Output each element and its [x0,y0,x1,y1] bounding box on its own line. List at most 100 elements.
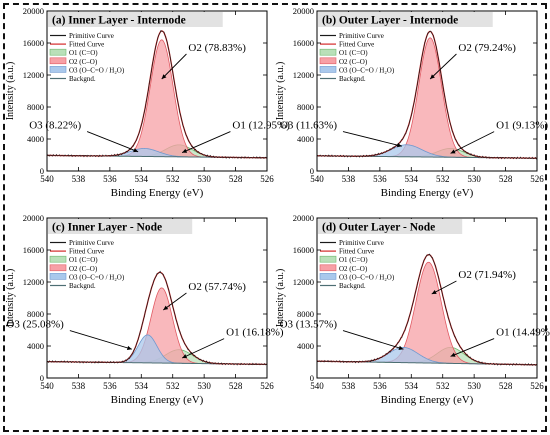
legend-swatch [49,66,67,73]
peak-o2-fill [47,39,267,158]
legend-item: Fitted Curve [339,248,374,256]
legend-item: O2 (C–O) [69,58,98,66]
annotation-arrow [431,280,457,295]
annotation-arrow [181,131,231,154]
legend-item: Fitted Curve [69,41,104,49]
legend-item: Fitted Curve [339,41,374,49]
legend-item: O3 (O–C=O / H₂O) [339,66,395,74]
legend-item: O3 (O–C=O / H₂O) [339,273,395,281]
peak-o2-fill [317,37,537,159]
panel-title: (a) Inner Layer - Internode [48,12,223,27]
legend-item: Primitive Curve [69,32,114,40]
panel-c: 540 538 536 534 532 530 528 526 0 4000 8000 12000 16… [5,213,284,406]
peak-annotation: O3 (11.63%) [280,120,337,132]
legend-item: O1 (C=O) [339,256,368,264]
annotation-arrow [450,131,495,154]
y-tick-label: 8000 [297,102,314,112]
panel-title-bg [318,219,463,234]
x-tick-label: 540 [310,381,324,391]
y-tick-label: 20000 [23,213,44,223]
legend-item: Backgnd. [339,75,366,83]
y-axis-label: Intensity (a.u.) [5,62,16,121]
legend-item: Backgnd. [69,282,96,290]
y-tick-label: 16000 [293,245,314,255]
panel-a: 540 538 536 534 532 530 528 526 0 4000 8000 12000 16… [5,6,290,199]
legend-item: Primitive Curve [339,239,384,247]
x-tick-label: 534 [135,381,149,391]
y-tick-label: 8000 [297,309,314,319]
y-tick-label: 0 [310,373,314,383]
legend-item: O3 (O–C=O / H₂O) [69,273,125,281]
panel-title: (c) Inner Layer - Node [48,219,193,234]
annotation-arrow [86,131,139,153]
x-tick-label: 536 [373,174,387,184]
annotation-arrowhead [126,345,132,350]
legend-item: Backgnd. [69,75,96,83]
x-tick-label: 530 [197,174,211,184]
annotation-arrowhead [163,305,169,310]
x-tick-label: 532 [436,381,450,391]
peak-annotation: O2 (79.24%) [458,42,516,54]
y-tick-label: 12000 [293,70,314,80]
legend-item: Primitive Curve [339,32,384,40]
annotation-arrowhead [450,352,456,357]
legend-item: O2 (C–O) [339,58,368,66]
primitive-curve [46,270,268,366]
peak-annotation: O2 (78.83%) [188,42,246,54]
annotation-arrow [342,330,404,350]
annotation-arrow [450,338,495,357]
x-tick-label: 536 [373,381,387,391]
y-tick-label: 4000 [297,134,314,144]
y-tick-label: 0 [310,166,314,176]
legend-swatch [319,57,337,65]
annotation-arrow [181,338,225,359]
x-tick-label: 532 [166,381,180,391]
x-tick-label: 532 [166,174,180,184]
legend-item: Fitted Curve [69,248,104,256]
y-tick-label: 4000 [27,134,44,144]
x-axis-label: Binding Energy (eV) [381,394,474,406]
annotation-arrow [161,53,187,80]
primitive-curve [316,30,538,160]
x-tick-label: 530 [467,381,481,391]
x-tick-label: 538 [72,174,86,184]
peak-o3-fill [47,148,267,158]
peak-annotation: O1 (14.49%) [496,327,550,339]
plot-area [316,10,538,172]
x-tick-label: 536 [103,174,117,184]
y-axis-label: Intensity (a.u.) [275,62,286,121]
x-tick-label: 538 [72,381,86,391]
x-tick-label: 528 [229,381,243,391]
panel-title: (d) Outer Layer - Node [318,219,463,234]
plot-area [316,217,538,379]
y-tick-label: 12000 [23,277,44,287]
annotation-arrow [342,131,402,147]
peak-annotation: O1 (9.13%) [496,120,548,132]
legend-item: O2 (C–O) [339,265,368,273]
legend-swatch [319,255,337,263]
legend-item: O1 (C=O) [69,256,98,264]
x-axis-label: Binding Energy (eV) [381,187,474,199]
x-tick-label: 534 [135,174,149,184]
y-tick-label: 4000 [27,341,44,351]
y-axis-label: Intensity (a.u.) [275,269,286,328]
peak-annotation: O3 (13.57%) [280,319,338,331]
x-tick-label: 540 [310,174,324,184]
panel-title-text: (b) Outer Layer - Internode [322,15,458,27]
peak-annotation: O1 (12.95%) [232,120,290,132]
x-tick-label: 526 [260,381,274,391]
annotation-arrowhead [133,148,139,153]
y-axis-label: Intensity (a.u.) [5,269,16,328]
peak-annotation: O3 (25.08%) [6,319,64,331]
y-tick-label: 0 [40,166,44,176]
y-tick-label: 12000 [23,70,44,80]
y-tick-label: 8000 [27,309,44,319]
legend-swatch [319,273,337,280]
legend-item: Primitive Curve [69,239,114,247]
annotation-arrowhead [182,148,188,153]
x-tick-label: 538 [342,381,356,391]
legend-swatch [49,255,67,263]
